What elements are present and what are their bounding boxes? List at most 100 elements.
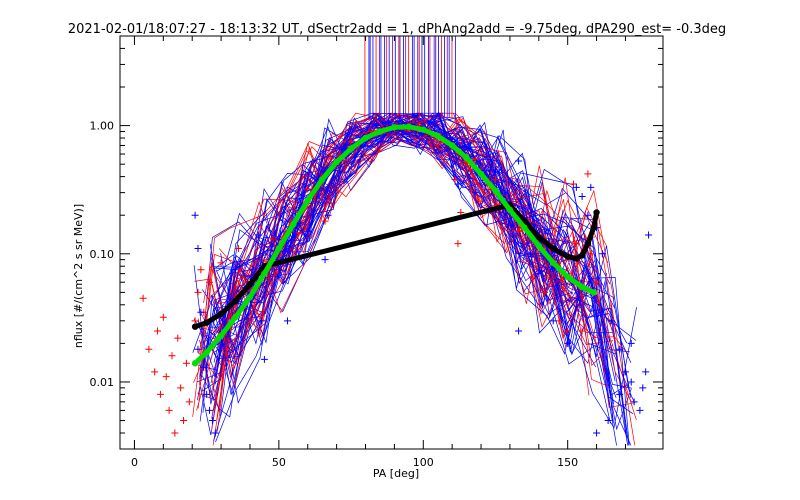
data-point-plus bbox=[593, 429, 601, 437]
black-curve-point bbox=[573, 255, 580, 262]
data-point-plus bbox=[471, 155, 479, 163]
green-curve-point bbox=[550, 259, 557, 267]
data-point-plus bbox=[630, 398, 638, 406]
green-curve-point bbox=[492, 187, 499, 195]
data-point-plus bbox=[636, 406, 644, 414]
data-point-plus bbox=[185, 398, 193, 406]
data-point-plus bbox=[593, 278, 601, 286]
data-point-plus bbox=[587, 250, 595, 258]
data-point-plus bbox=[159, 313, 167, 321]
y-axis-label: nflux [#/(cm^2 s sr MeV)] bbox=[72, 204, 85, 348]
data-point-plus bbox=[194, 244, 202, 252]
data-point-plus bbox=[529, 274, 537, 282]
data-point-plus bbox=[197, 266, 205, 274]
data-point-plus bbox=[569, 180, 577, 188]
data-point-plus bbox=[515, 227, 523, 235]
data-point-plus bbox=[549, 317, 557, 325]
data-point-plus bbox=[515, 327, 523, 335]
green-curve-point bbox=[420, 126, 427, 133]
data-point-plus bbox=[151, 368, 159, 376]
black-curve-point bbox=[217, 310, 225, 318]
x-tick-label: 100 bbox=[413, 456, 434, 469]
green-curve-point bbox=[477, 170, 485, 178]
data-point-plus bbox=[177, 384, 185, 392]
green-curve-point bbox=[564, 273, 571, 281]
data-point-plus bbox=[627, 378, 635, 386]
plot-frame bbox=[119, 35, 664, 450]
data-point-plus bbox=[642, 368, 650, 376]
trace-line bbox=[219, 115, 630, 446]
green-curve-point bbox=[362, 134, 369, 142]
green-curve-point bbox=[405, 123, 413, 130]
black-curve-point bbox=[550, 245, 557, 252]
data-point-plus bbox=[572, 240, 580, 248]
data-point-plus bbox=[454, 180, 462, 188]
data-point-plus bbox=[208, 417, 216, 425]
x-tick-label: 0 bbox=[131, 456, 138, 469]
data-point-plus bbox=[385, 119, 393, 127]
data-point-plus bbox=[200, 363, 208, 371]
green-curve-point bbox=[232, 314, 239, 321]
black-curve-point bbox=[590, 224, 597, 231]
green-curve-point bbox=[275, 245, 283, 252]
data-point-plus bbox=[217, 259, 225, 267]
data-point-plus bbox=[191, 211, 199, 219]
x-tick-label: 50 bbox=[272, 456, 286, 469]
data-point-plus bbox=[621, 368, 629, 376]
data-point-plus bbox=[269, 235, 277, 243]
black-curve-point bbox=[232, 297, 239, 304]
data-point-plus bbox=[598, 250, 606, 258]
data-point-plus bbox=[194, 345, 202, 353]
trace-line bbox=[214, 135, 629, 388]
trace-line bbox=[203, 123, 591, 349]
black-curve bbox=[192, 202, 600, 330]
chart-title: 2021-02-01/18:07:27 - 18:13:32 UT, dSect… bbox=[68, 22, 726, 37]
data-point-plus bbox=[191, 317, 199, 325]
green-curve-point bbox=[191, 360, 199, 367]
data-point-plus bbox=[168, 352, 176, 360]
trace-line bbox=[212, 112, 570, 412]
green-curve-point bbox=[304, 197, 311, 204]
green-curve-point bbox=[506, 206, 514, 214]
black-curve-point bbox=[584, 240, 592, 247]
plot-area: 0 50 100 150 0.01 0.10 1.00 bbox=[90, 35, 664, 469]
data-point-plus bbox=[535, 270, 543, 278]
green-curve-point bbox=[578, 283, 586, 291]
data-point-plus bbox=[182, 359, 190, 367]
green-curve-point bbox=[521, 224, 528, 231]
data-point-plus bbox=[206, 278, 214, 286]
data-point-plus bbox=[203, 390, 211, 398]
data-point-plus bbox=[171, 429, 179, 437]
data-point-plus bbox=[373, 122, 381, 130]
green-curve-point bbox=[347, 145, 355, 152]
data-point-plus bbox=[616, 345, 624, 353]
data-point-plus bbox=[304, 185, 312, 193]
trace-line bbox=[214, 112, 574, 385]
data-point-plus bbox=[515, 157, 523, 165]
trace-line bbox=[219, 120, 627, 438]
data-point-plus bbox=[454, 240, 462, 248]
green-curve-point bbox=[246, 293, 254, 301]
data-layer bbox=[139, 36, 653, 446]
green-curve-point bbox=[391, 124, 398, 131]
data-point-plus bbox=[451, 175, 459, 183]
data-point-plus bbox=[165, 406, 173, 414]
y-tick-label: 0.01 bbox=[90, 376, 115, 389]
data-point-plus bbox=[572, 183, 580, 191]
green-curve-point bbox=[463, 154, 470, 162]
green-curve-point bbox=[203, 349, 210, 356]
data-point-plus bbox=[491, 166, 499, 174]
data-point-plus bbox=[162, 373, 170, 381]
data-point-plus bbox=[156, 390, 164, 398]
data-point-plus bbox=[541, 288, 549, 296]
data-point-plus bbox=[260, 355, 268, 363]
data-point-plus bbox=[255, 231, 263, 239]
data-point-plus bbox=[145, 345, 153, 353]
data-point-plus bbox=[587, 183, 595, 191]
trace-line bbox=[213, 112, 617, 446]
trace-line bbox=[220, 112, 566, 340]
data-point-plus bbox=[627, 339, 635, 347]
black-curve-point bbox=[246, 280, 254, 288]
data-point-plus bbox=[180, 417, 188, 425]
